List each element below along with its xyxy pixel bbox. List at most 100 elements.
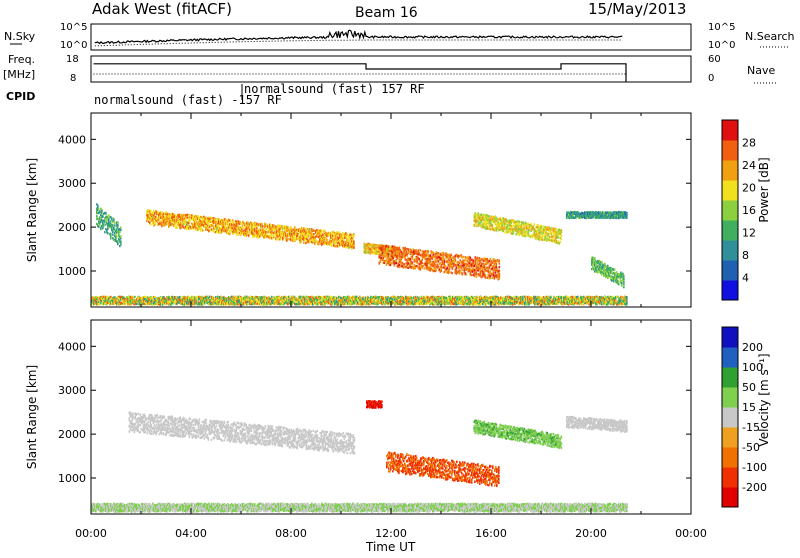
scatter-cell — [415, 267, 417, 269]
scatter-cell — [208, 223, 210, 225]
scatter-cell — [270, 224, 272, 226]
scatter-cell — [117, 222, 119, 224]
scatter-cell — [451, 254, 453, 256]
scatter-cell — [444, 260, 446, 262]
scatter-cell — [484, 265, 486, 267]
scatter-cell — [412, 262, 414, 264]
scatter-cell — [449, 271, 451, 273]
scatter-cell — [339, 237, 341, 239]
scatter-cell — [408, 262, 410, 264]
scatter-cell — [107, 228, 109, 230]
scatter-cell — [102, 216, 104, 218]
scatter-cell — [335, 236, 337, 238]
scatter-cell — [117, 227, 119, 229]
scatter-cell — [623, 286, 625, 288]
scatter-cell — [490, 218, 492, 220]
scatter-cell — [476, 271, 478, 273]
scatter-cell — [189, 220, 191, 222]
scatter-cell — [474, 265, 476, 267]
scatter-cell — [114, 222, 116, 224]
scatter-cell — [401, 259, 403, 261]
scatter-cell — [542, 235, 544, 237]
scatter-cell — [110, 235, 112, 237]
scatter-cell — [626, 217, 628, 219]
scatter-cell — [495, 222, 497, 224]
scatter-cell — [549, 239, 551, 241]
scatter-cell — [519, 234, 521, 236]
scatter-cell — [478, 265, 480, 267]
nave-label: Nave — [747, 64, 775, 77]
scatter-cell — [105, 224, 107, 226]
scatter-cell — [481, 221, 483, 223]
scatter-cell — [328, 232, 330, 234]
scatter-cell — [490, 228, 492, 230]
scatter-cell — [388, 245, 390, 247]
scatter-cell — [100, 221, 102, 223]
scatter-cell — [420, 269, 422, 271]
scatter-cell — [383, 245, 385, 247]
scatter-cell — [626, 215, 628, 217]
beam-title: Beam 16 — [355, 5, 418, 21]
freq-label-line1: Freq. — [8, 53, 35, 66]
scatter-cell — [594, 257, 596, 259]
power-marks — [91, 203, 628, 305]
scatter-cell — [476, 276, 478, 278]
scatter-cell — [265, 231, 267, 233]
scatter-cell — [551, 232, 553, 234]
scatter-cell — [183, 214, 185, 216]
scatter-cell — [422, 262, 424, 264]
scatter-cell — [392, 245, 394, 247]
scatter-cell — [553, 227, 555, 229]
scatter-cell — [463, 256, 465, 258]
scatter-cell — [264, 227, 266, 229]
scatter-cell — [247, 231, 249, 233]
scatter-cell — [466, 274, 468, 276]
scatter-cell — [348, 239, 350, 241]
nave-tick-top: 60 — [708, 54, 721, 65]
scatter-cell — [101, 212, 103, 214]
scatter-cell — [445, 265, 447, 267]
scatter-cell — [485, 274, 487, 276]
scatter-cell — [411, 250, 413, 252]
scatter-cell — [391, 262, 393, 264]
scatter-cell — [379, 251, 381, 253]
scatter-cell — [442, 261, 444, 263]
scatter-cell — [489, 267, 491, 269]
scatter-cell — [410, 258, 412, 260]
scatter-cell — [290, 226, 292, 228]
scatter-cell — [176, 227, 178, 229]
freq-trace — [94, 64, 627, 82]
scatter-cell — [408, 250, 410, 252]
scatter-cell — [107, 232, 109, 234]
scatter-cell — [388, 255, 390, 257]
scatter-cell — [300, 241, 302, 243]
scatter-cell — [493, 272, 495, 274]
scatter-cell — [499, 270, 501, 272]
scatter-cell — [480, 273, 482, 275]
scatter-cell — [331, 245, 333, 247]
scatter-cell — [623, 281, 625, 283]
date-title: 15/May/2013 — [588, 0, 686, 18]
nsky-label: N.Sky — [4, 30, 36, 43]
scatter-cell — [456, 267, 458, 269]
scatter-cell — [519, 221, 521, 223]
scatter-cell — [215, 219, 217, 221]
scatter-cell — [426, 254, 428, 256]
scatter-cell — [417, 262, 419, 264]
scatter-cell — [316, 240, 318, 242]
scatter-cell — [616, 271, 618, 273]
scatter-cell — [542, 239, 544, 241]
scatter-cell — [175, 223, 177, 225]
scatter-cell — [396, 262, 398, 264]
scatter-cell — [281, 226, 283, 228]
scatter-cell — [490, 258, 492, 260]
scatter-cell — [189, 215, 191, 217]
scatter-cell — [444, 262, 446, 264]
scatter-cell — [490, 271, 492, 273]
scatter-cell — [120, 227, 122, 229]
scatter-cell — [447, 267, 449, 269]
scatter-cell — [268, 231, 270, 233]
scatter-cell — [288, 227, 290, 229]
scatter-cell — [271, 234, 273, 236]
